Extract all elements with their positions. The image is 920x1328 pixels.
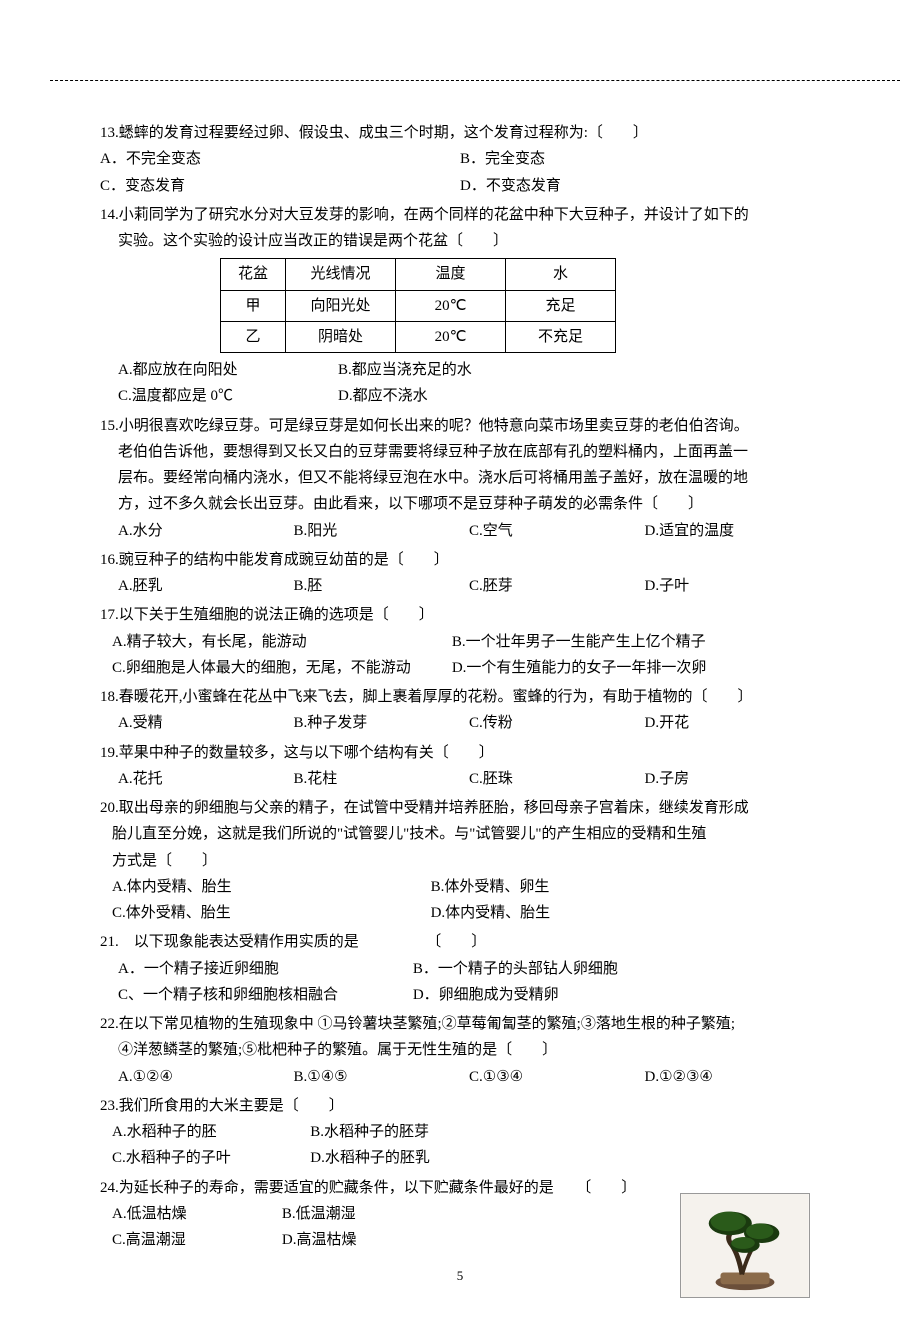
q19-text: 19.苹果中种子的数量较多，这与以下哪个结构有关〔 〕 (100, 740, 820, 766)
bonsai-image (680, 1193, 810, 1298)
q23-opt-c: C.水稻种子的子叶 (112, 1145, 310, 1171)
q15-opt-c: C.空气 (469, 518, 645, 544)
q23-opt-d: D.水稻种子的胚乳 (310, 1145, 820, 1171)
question-19: 19.苹果中种子的数量较多，这与以下哪个结构有关〔 〕 A.花托 B.花柱 C.… (100, 740, 820, 793)
th-water: 水 (506, 259, 616, 290)
q13-opt-b: B．完全变态 (460, 146, 820, 172)
q14-text2: 实验。这个实验的设计应当改正的错误是两个花盆〔 〕 (100, 228, 820, 254)
q19-opt-a: A.花托 (118, 766, 294, 792)
q18-opt-a: A.受精 (118, 710, 294, 736)
q14-table: 花盆 光线情况 温度 水 甲 向阳光处 20℃ 充足 乙 阴暗处 20℃ 不充足 (220, 258, 616, 353)
question-15: 15.小明很喜欢吃绿豆芽。可是绿豆芽是如何长出来的呢？他特意向菜市场里卖豆芽的老… (100, 413, 820, 544)
q20-opt-a: A.体内受精、胎生 (112, 874, 431, 900)
q15-opt-d: D.适宜的温度 (645, 518, 821, 544)
th-light: 光线情况 (286, 259, 396, 290)
cell: 20℃ (396, 290, 506, 321)
q16-opt-c: C.胚芽 (469, 573, 645, 599)
q17-text: 17.以下关于生殖细胞的说法正确的选项是〔 〕 (100, 602, 820, 628)
q22-opt-a: A.①②④ (118, 1064, 294, 1090)
th-temp: 温度 (396, 259, 506, 290)
question-16: 16.豌豆种子的结构中能发育成豌豆幼苗的是〔 〕 A.胚乳 B.胚 C.胚芽 D… (100, 547, 820, 600)
q14-opt-c: C.温度都应是 0℃ (118, 383, 338, 409)
cell: 20℃ (396, 321, 506, 352)
q15-text: 15.小明很喜欢吃绿豆芽。可是绿豆芽是如何长出来的呢？他特意向菜市场里卖豆芽的老… (100, 413, 820, 439)
th-pot: 花盆 (221, 259, 286, 290)
cell: 不充足 (506, 321, 616, 352)
q15-text3: 层布。要经常向桶内浇水，但又不能将绿豆泡在水中。浇水后可将桶用盖子盖好，放在温暖… (100, 465, 820, 491)
q23-opt-a: A.水稻种子的胚 (112, 1119, 310, 1145)
question-13: 13.蟋蟀的发育过程要经过卵、假设虫、成虫三个时期，这个发育过程称为:〔 〕 A… (100, 120, 820, 199)
q22-opt-c: C.①③④ (469, 1064, 645, 1090)
table-row: 甲 向阳光处 20℃ 充足 (221, 290, 616, 321)
cell: 阴暗处 (286, 321, 396, 352)
q15-opt-b: B.阳光 (294, 518, 470, 544)
q20-opt-d: D.体内受精、胎生 (431, 900, 820, 926)
q16-text: 16.豌豆种子的结构中能发育成豌豆幼苗的是〔 〕 (100, 547, 820, 573)
q19-opt-b: B.花柱 (294, 766, 470, 792)
q18-text: 18.春暖花开,小蜜蜂在花丛中飞来飞去，脚上裹着厚厚的花粉。蜜蜂的行为，有助于植… (100, 684, 820, 710)
question-20: 20.取出母亲的卵细胞与父亲的精子，在试管中受精并培养胚胎，移回母亲子宫着床，继… (100, 795, 820, 926)
q18-opt-d: D.开花 (645, 710, 821, 736)
question-22: 22.在以下常见植物的生殖现象中 ①马铃薯块茎繁殖;②草莓匍匐茎的繁殖;③落地生… (100, 1011, 820, 1090)
q22-opt-b: B.①④⑤ (294, 1064, 470, 1090)
cell: 向阳光处 (286, 290, 396, 321)
q13-opt-d: D．不变态发育 (460, 173, 820, 199)
question-18: 18.春暖花开,小蜜蜂在花丛中飞来飞去，脚上裹着厚厚的花粉。蜜蜂的行为，有助于植… (100, 684, 820, 737)
q17-opt-b: B.一个壮年男子一生能产生上亿个精子 (452, 629, 820, 655)
q20-text: 20.取出母亲的卵细胞与父亲的精子，在试管中受精并培养胚胎，移回母亲子宫着床，继… (100, 795, 820, 821)
q22-opt-d: D.①②③④ (645, 1064, 821, 1090)
q23-opt-b: B.水稻种子的胚芽 (310, 1119, 820, 1145)
q19-opt-c: C.胚珠 (469, 766, 645, 792)
q18-opt-b: B.种子发芽 (294, 710, 470, 736)
q13-opt-c: C．变态发育 (100, 173, 460, 199)
question-21: 21. 以下现象能表达受精作用实质的是 〔 〕 A．一个精子接近卵细胞 B．一个… (100, 929, 820, 1008)
cell: 甲 (221, 290, 286, 321)
q24-opt-c: C.高温潮湿 (112, 1227, 282, 1253)
page-content: 13.蟋蟀的发育过程要经过卵、假设虫、成虫三个时期，这个发育过程称为:〔 〕 A… (100, 120, 820, 1288)
q21-opt-a: A．一个精子接近卵细胞 (118, 956, 413, 982)
q15-text2: 老伯伯告诉他，要想得到又长又白的豆芽需要将绿豆种子放在底部有孔的塑料桶内，上面再… (100, 439, 820, 465)
cell: 充足 (506, 290, 616, 321)
q16-opt-a: A.胚乳 (118, 573, 294, 599)
q14-opt-d: D.都应不浇水 (338, 383, 820, 409)
q18-opt-c: C.传粉 (469, 710, 645, 736)
q16-opt-d: D.子叶 (645, 573, 821, 599)
q17-opt-a: A.精子较大，有长尾，能游动 (112, 629, 452, 655)
q20-opt-b: B.体外受精、卵生 (431, 874, 820, 900)
q22-text2: ④洋葱鳞茎的繁殖;⑤枇杷种子的繁殖。属于无性生殖的是〔 〕 (100, 1037, 820, 1063)
q17-opt-c: C.卵细胞是人体最大的细胞，无尾，不能游动 (112, 655, 452, 681)
table-row: 花盆 光线情况 温度 水 (221, 259, 616, 290)
q17-opt-d: D.一个有生殖能力的女子一年排一次卵 (452, 655, 820, 681)
q21-opt-d: D．卵细胞成为受精卵 (413, 982, 820, 1008)
q21-text: 21. 以下现象能表达受精作用实质的是 〔 〕 (100, 929, 820, 955)
dashed-cut-line (50, 80, 900, 81)
cell: 乙 (221, 321, 286, 352)
q19-opt-d: D.子房 (645, 766, 821, 792)
q14-opt-a: A.都应放在向阳处 (118, 357, 338, 383)
q24-opt-a: A.低温枯燥 (112, 1201, 282, 1227)
q16-opt-b: B.胚 (294, 573, 470, 599)
q14-opt-b: B.都应当浇充足的水 (338, 357, 820, 383)
q20-text3: 方式是〔 〕 (100, 848, 820, 874)
q20-opt-c: C.体外受精、胎生 (112, 900, 431, 926)
question-23: 23.我们所食用的大米主要是〔 〕 A.水稻种子的胚 B.水稻种子的胚芽 C.水… (100, 1093, 820, 1172)
table-row: 乙 阴暗处 20℃ 不充足 (221, 321, 616, 352)
q20-text2: 胎儿直至分娩，这就是我们所说的"试管婴儿"技术。与"试管婴儿"的产生相应的受精和… (100, 821, 820, 847)
q14-text: 14.小莉同学为了研究水分对大豆发芽的影响，在两个同样的花盆中种下大豆种子，并设… (100, 202, 820, 228)
question-14: 14.小莉同学为了研究水分对大豆发芽的影响，在两个同样的花盆中种下大豆种子，并设… (100, 202, 820, 410)
q15-opt-a: A.水分 (118, 518, 294, 544)
q23-text: 23.我们所食用的大米主要是〔 〕 (100, 1093, 820, 1119)
q21-opt-c: C、一个精子核和卵细胞核相融合 (118, 982, 413, 1008)
q22-text: 22.在以下常见植物的生殖现象中 ①马铃薯块茎繁殖;②草莓匍匐茎的繁殖;③落地生… (100, 1011, 820, 1037)
question-17: 17.以下关于生殖细胞的说法正确的选项是〔 〕 A.精子较大，有长尾，能游动 B… (100, 602, 820, 681)
q15-text4: 方，过不多久就会长出豆芽。由此看来，以下哪项不是豆芽种子萌发的必需条件〔 〕 (100, 491, 820, 517)
q21-opt-b: B．一个精子的头部钻人卵细胞 (413, 956, 820, 982)
q13-opt-a: A．不完全变态 (100, 146, 460, 172)
q13-text: 13.蟋蟀的发育过程要经过卵、假设虫、成虫三个时期，这个发育过程称为:〔 〕 (100, 120, 820, 146)
